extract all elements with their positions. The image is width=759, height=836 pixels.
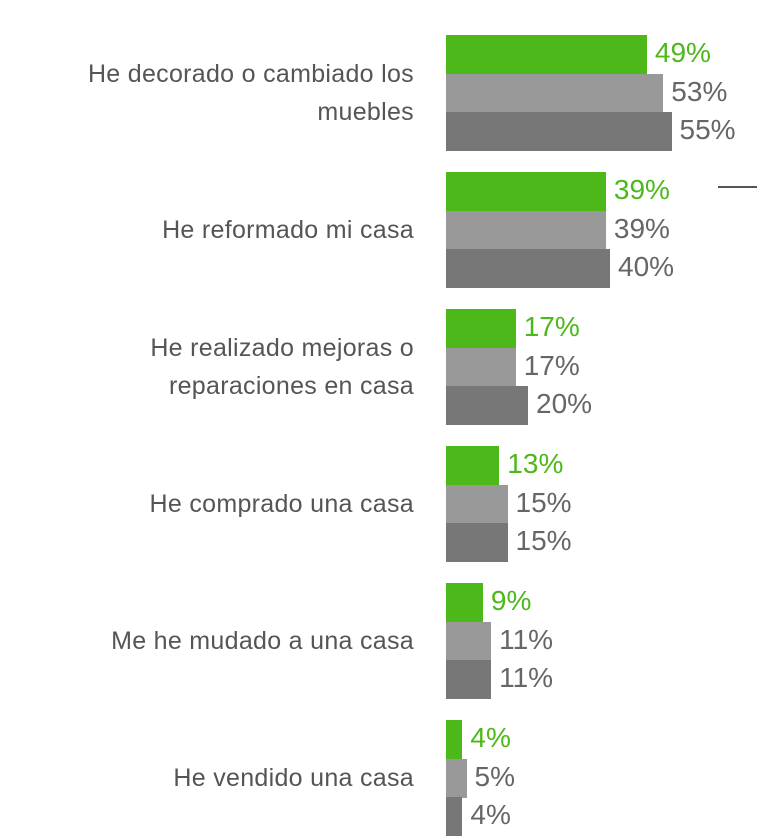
value-label: 11% — [499, 623, 554, 655]
category-label: Me he mudado a una casa — [111, 626, 414, 655]
value-label: 55% — [679, 114, 736, 145]
bar — [446, 758, 467, 798]
value-label: 11% — [499, 662, 554, 693]
dash — [718, 186, 757, 188]
value-label: 39% — [613, 174, 670, 205]
value-label: 53% — [671, 75, 728, 107]
bar — [446, 309, 516, 348]
value-label: 9% — [490, 585, 532, 616]
bar — [446, 172, 606, 211]
bar — [446, 35, 647, 74]
bar — [446, 583, 483, 622]
bar — [446, 446, 500, 485]
bar — [446, 249, 610, 288]
bar — [446, 797, 463, 836]
bar — [446, 112, 672, 151]
value-label: 17% — [523, 311, 580, 342]
value-label: 13% — [507, 448, 564, 479]
bar — [446, 621, 492, 661]
value-label: 17% — [523, 349, 580, 381]
category-label: He comprado una casa — [149, 489, 414, 518]
category-label: He reformado mi casa — [162, 215, 414, 244]
value-label: 5% — [474, 760, 515, 792]
bar — [446, 523, 508, 562]
value-label: 15% — [515, 486, 572, 518]
value-label: 20% — [536, 388, 593, 419]
bar — [446, 386, 528, 425]
bar — [446, 73, 664, 113]
category-label: He decorado o cambiado los muebles — [87, 59, 414, 126]
value-label: 4% — [470, 722, 511, 753]
bar — [446, 347, 516, 387]
bar — [446, 660, 492, 699]
value-label: 40% — [618, 251, 675, 282]
bar — [446, 484, 508, 524]
value-label: 39% — [613, 212, 670, 244]
bar — [446, 210, 606, 250]
category-label: He realizado mejoras o reparaciones en c… — [150, 333, 414, 400]
value-label: 4% — [470, 799, 511, 830]
bar — [446, 720, 463, 759]
category-label: He vendido una casa — [173, 763, 414, 792]
value-label: 15% — [515, 525, 572, 556]
value-label: 49% — [654, 37, 711, 68]
